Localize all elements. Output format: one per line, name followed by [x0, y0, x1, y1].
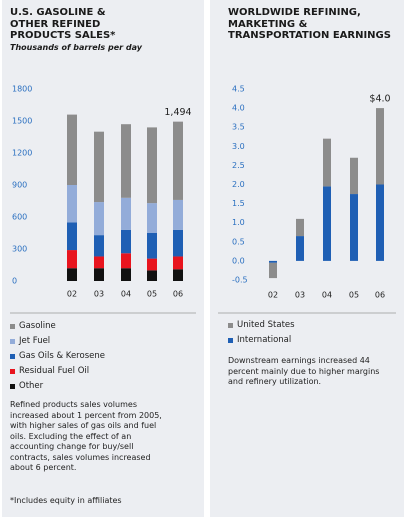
- chart-subtitle: Thousands of barrels per day: [10, 43, 142, 52]
- legend-item: Gas Oils & Kerosene: [10, 351, 105, 361]
- x-tick-label: 02: [268, 291, 278, 300]
- bar-segment: [147, 127, 157, 204]
- bar-segment: [173, 199, 183, 230]
- y-tick-label: 2.5: [232, 161, 245, 170]
- bar-segment: [94, 202, 104, 236]
- x-tick-label: 06: [173, 290, 183, 299]
- y-tick-label: 3.0: [232, 142, 245, 151]
- y-tick-label: 0.5: [232, 237, 245, 246]
- bar-segment: [94, 268, 104, 281]
- bar-segment: [296, 236, 304, 261]
- x-tick-label: 03: [295, 291, 305, 300]
- y-tick-label: 1200: [12, 149, 32, 158]
- bar-segment: [269, 260, 277, 263]
- bar-segment: [94, 256, 104, 269]
- legend-label: Gasoline: [19, 321, 56, 331]
- bar-segment: [173, 269, 183, 281]
- bar-segment: [376, 184, 384, 261]
- bar-segment: [67, 222, 77, 251]
- legend-item: Gasoline: [10, 321, 56, 331]
- bar-segment: [121, 268, 131, 281]
- y-tick-label: 300: [12, 245, 27, 254]
- y-tick-label: 0: [12, 277, 17, 286]
- y-tick-label: 600: [12, 213, 27, 222]
- y-tick-label: 4.5: [232, 85, 245, 94]
- y-tick-label: 2.0: [232, 180, 245, 189]
- legend-label: Other: [19, 381, 44, 391]
- note: *Includes equity in affiliates: [10, 496, 122, 505]
- bar-segment: [296, 218, 304, 237]
- x-tick-label: 05: [349, 291, 359, 300]
- x-tick-label: 05: [147, 290, 157, 299]
- bar-segment: [121, 124, 131, 198]
- bar-segment: [67, 185, 77, 223]
- y-tick-label: 1500: [12, 117, 32, 126]
- y-tick-label: 0.0: [232, 256, 245, 265]
- bar-segment: [376, 108, 384, 185]
- bar-segment: [269, 262, 277, 279]
- legend-swatch: [228, 337, 233, 343]
- y-tick-label: 4.0: [232, 104, 245, 113]
- y-tick-label: 1800: [12, 85, 32, 94]
- legend-item: United States: [228, 320, 295, 330]
- legend-item: International: [228, 335, 291, 345]
- bar-segment: [147, 258, 157, 271]
- legend-item: Residual Fuel Oil: [10, 366, 89, 376]
- x-tick-label: 02: [67, 290, 77, 299]
- bar-segment: [121, 253, 131, 269]
- legend-swatch: [10, 338, 15, 344]
- legend-label: International: [237, 335, 292, 345]
- bar-segment: [350, 194, 358, 261]
- legend-label: Residual Fuel Oil: [19, 366, 90, 376]
- y-tick-label: 1.0: [232, 218, 245, 227]
- y-tick-label: 3.5: [232, 123, 245, 132]
- legend-item: Other: [10, 381, 43, 391]
- y-tick-label: 900: [12, 181, 27, 190]
- chart-title: WORLDWIDE REFINING, MARKETING & TRANSPOR…: [228, 7, 391, 41]
- bar-segment: [323, 186, 331, 261]
- total-label: $4.0: [369, 94, 390, 105]
- note: Refined products sales volumes increased…: [10, 400, 162, 472]
- legend-label: United States: [237, 320, 295, 330]
- bar-segment: [173, 121, 183, 200]
- bar-segment: [173, 256, 183, 270]
- note: Downstream earnings increased 44 percent…: [228, 356, 380, 386]
- bar-segment: [121, 197, 131, 230]
- x-tick-label: 06: [375, 291, 385, 300]
- y-tick-label: -0.5: [232, 276, 248, 285]
- y-tick-label: 1.5: [232, 199, 245, 208]
- bar-segment: [67, 250, 77, 269]
- legend-swatch: [10, 353, 15, 359]
- total-label: 1,494: [164, 107, 191, 118]
- legend-label: Gas Oils & Kerosene: [19, 351, 105, 361]
- legend-swatch: [228, 322, 233, 328]
- bar-segment: [147, 233, 157, 259]
- bar-segment: [67, 268, 77, 281]
- legend-label: Jet Fuel: [19, 336, 51, 346]
- x-tick-label: 04: [121, 290, 131, 299]
- chart-title: U.S. GASOLINE & OTHER REFINED PRODUCTS S…: [10, 7, 116, 41]
- legend-swatch: [10, 323, 15, 329]
- bar-segment: [173, 229, 183, 257]
- legend-swatch: [10, 383, 15, 389]
- bar-segment: [67, 114, 77, 185]
- x-tick-label: 04: [322, 291, 332, 300]
- legend-item: Jet Fuel: [10, 336, 50, 346]
- bar-segment: [323, 138, 331, 187]
- bar-segment: [350, 157, 358, 195]
- bar-segment: [94, 235, 104, 257]
- legend-swatch: [10, 368, 15, 374]
- bar-segment: [121, 229, 131, 254]
- x-tick-label: 03: [94, 290, 104, 299]
- panel: [210, 0, 404, 517]
- bar-segment: [147, 203, 157, 233]
- bar-segment: [147, 270, 157, 281]
- bar-segment: [94, 131, 104, 203]
